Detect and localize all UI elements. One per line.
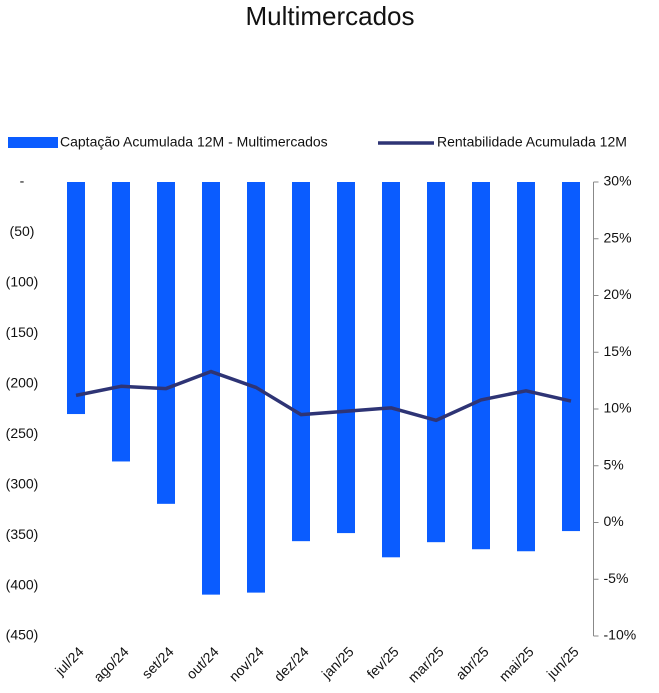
x-tick-label: nov/24 [226, 643, 267, 684]
x-tick-label: out/24 [183, 643, 222, 682]
bar [337, 182, 355, 534]
x-tick-label: ago/24 [90, 643, 132, 685]
y2-tick-label: 10% [604, 400, 632, 416]
y-tick-label: (100) [6, 274, 39, 290]
chart-title: Multimercados [245, 1, 414, 31]
bar [382, 182, 400, 558]
bar [292, 182, 310, 542]
y-tick-label: (300) [6, 475, 39, 491]
y2-tick-label: 30% [604, 173, 632, 189]
legend-label: Rentabilidade Acumulada 12M [437, 134, 627, 150]
bar [562, 182, 580, 532]
x-tick-label: abr/25 [452, 643, 492, 683]
bar [202, 182, 220, 595]
x-tick-label: fev/25 [363, 643, 401, 681]
bar [112, 182, 130, 462]
x-tick-label: mai/25 [496, 643, 537, 684]
x-tick-label: jan/25 [318, 643, 357, 682]
bar [157, 182, 175, 504]
y-tick-label: (200) [6, 374, 39, 390]
y2-tick-label: -10% [604, 627, 637, 643]
x-tick-label: jun/25 [543, 643, 582, 682]
bar [517, 182, 535, 552]
x-tick-label: mar/25 [405, 643, 447, 685]
y-tick-label: (50) [10, 223, 35, 239]
y2-tick-label: -5% [604, 570, 629, 586]
y-tick-label: (400) [6, 576, 39, 592]
y2-tick-label: 20% [604, 286, 632, 302]
line [75, 369, 572, 423]
bar [472, 182, 490, 550]
y-tick-label: (350) [6, 526, 39, 542]
y-tick-label: - [20, 173, 25, 189]
y2-tick-label: 0% [604, 513, 624, 529]
x-tick-label: jul/24 [51, 643, 87, 679]
y2-tick-label: 5% [604, 456, 624, 472]
y-tick-label: (150) [6, 324, 39, 340]
y2-tick-label: 25% [604, 229, 632, 245]
x-tick-label: set/24 [138, 643, 176, 681]
y2-tick-label: 15% [604, 343, 632, 359]
y-tick-label: (450) [6, 627, 39, 643]
bar [427, 182, 445, 543]
x-tick-label: dez/24 [271, 643, 312, 684]
y-tick-label: (250) [6, 425, 39, 441]
legend-label: Captação Acumulada 12M - Multimercados [60, 134, 328, 150]
bar [67, 182, 85, 415]
legend-swatch [8, 137, 58, 148]
